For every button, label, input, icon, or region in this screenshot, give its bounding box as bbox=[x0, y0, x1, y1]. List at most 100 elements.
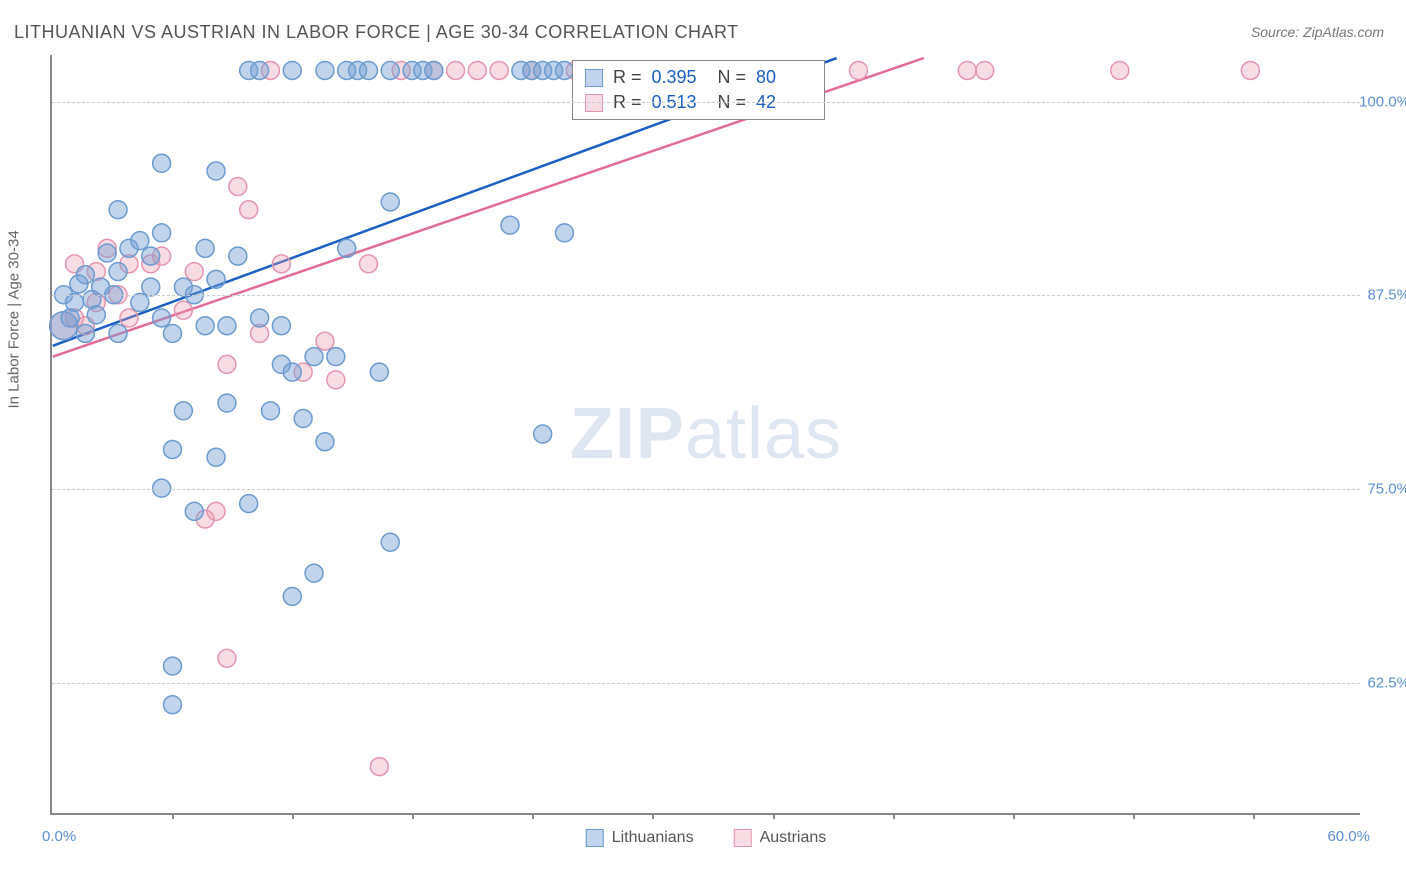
scatter-dot-lithuanian bbox=[76, 324, 94, 342]
scatter-dot-lithuanian bbox=[153, 479, 171, 497]
scatter-dot-austrian bbox=[958, 61, 976, 79]
x-axis-max-label: 60.0% bbox=[1327, 828, 1370, 845]
grid-line bbox=[52, 295, 1360, 296]
scatter-dot-lithuanian bbox=[207, 162, 225, 180]
scatter-dot-lithuanian bbox=[109, 324, 127, 342]
x-tick bbox=[1133, 813, 1135, 819]
scatter-dot-austrian bbox=[120, 309, 138, 327]
scatter-dot-lithuanian bbox=[316, 433, 334, 451]
scatter-plot-svg bbox=[52, 55, 1360, 813]
scatter-dot-lithuanian bbox=[251, 309, 269, 327]
scatter-dot-austrian bbox=[1241, 61, 1259, 79]
legend: Lithuanians Austrians bbox=[586, 829, 827, 847]
scatter-dot-lithuanian bbox=[109, 263, 127, 281]
scatter-dot-lithuanian bbox=[207, 448, 225, 466]
stat-n-label: N = bbox=[718, 67, 747, 88]
scatter-dot-lithuanian bbox=[164, 440, 182, 458]
chart-title: LITHUANIAN VS AUSTRIAN IN LABOR FORCE | … bbox=[14, 22, 739, 43]
scatter-dot-lithuanian bbox=[98, 244, 116, 262]
x-tick bbox=[1013, 813, 1015, 819]
scatter-dot-lithuanian bbox=[164, 324, 182, 342]
scatter-dot-lithuanian bbox=[316, 61, 334, 79]
scatter-dot-lithuanian bbox=[381, 533, 399, 551]
scatter-dot-austrian bbox=[207, 502, 225, 520]
scatter-dot-lithuanian bbox=[381, 193, 399, 211]
scatter-dot-lithuanian bbox=[174, 402, 192, 420]
scatter-dot-austrian bbox=[327, 371, 345, 389]
scatter-dot-lithuanian bbox=[359, 61, 377, 79]
scatter-dot-lithuanian bbox=[218, 394, 236, 412]
x-tick bbox=[1253, 813, 1255, 819]
y-axis-label: In Labor Force | Age 30-34 bbox=[6, 230, 23, 408]
stat-n-value: 80 bbox=[756, 67, 812, 88]
scatter-dot-lithuanian bbox=[425, 61, 443, 79]
scatter-dot-lithuanian bbox=[109, 201, 127, 219]
scatter-dot-austrian bbox=[174, 301, 192, 319]
legend-label: Lithuanians bbox=[612, 829, 694, 847]
scatter-dot-lithuanian bbox=[272, 317, 290, 335]
scatter-dot-austrian bbox=[976, 61, 994, 79]
x-tick bbox=[893, 813, 895, 819]
legend-item-lithuanians: Lithuanians bbox=[586, 829, 694, 847]
scatter-dot-lithuanian bbox=[153, 224, 171, 242]
scatter-dot-lithuanian bbox=[283, 363, 301, 381]
scatter-dot-lithuanian bbox=[153, 154, 171, 172]
scatter-dot-austrian bbox=[229, 178, 247, 196]
legend-item-austrians: Austrians bbox=[734, 829, 827, 847]
scatter-dot-austrian bbox=[272, 255, 290, 273]
scatter-dot-austrian bbox=[218, 355, 236, 373]
scatter-dot-lithuanian bbox=[305, 564, 323, 582]
scatter-dot-lithuanian bbox=[164, 657, 182, 675]
scatter-dot-lithuanian bbox=[142, 247, 160, 265]
scatter-dot-lithuanian bbox=[370, 363, 388, 381]
scatter-dot-lithuanian bbox=[381, 61, 399, 79]
scatter-dot-lithuanian bbox=[196, 317, 214, 335]
scatter-dot-lithuanian bbox=[76, 266, 94, 284]
scatter-dot-austrian bbox=[849, 61, 867, 79]
stats-row-lithuanians: R = 0.395 N = 80 bbox=[585, 65, 812, 90]
scatter-dot-austrian bbox=[370, 758, 388, 776]
scatter-dot-lithuanian bbox=[501, 216, 519, 234]
scatter-dot-lithuanian bbox=[131, 232, 149, 250]
scatter-dot-austrian bbox=[316, 332, 334, 350]
y-tick-label: 87.5% bbox=[1350, 287, 1406, 304]
x-tick bbox=[773, 813, 775, 819]
scatter-dot-lithuanian bbox=[142, 278, 160, 296]
scatter-dot-austrian bbox=[359, 255, 377, 273]
scatter-dot-lithuanian bbox=[229, 247, 247, 265]
y-tick-label: 62.5% bbox=[1350, 675, 1406, 692]
x-tick bbox=[172, 813, 174, 819]
scatter-dot-austrian bbox=[218, 649, 236, 667]
swatch-blue-icon bbox=[585, 69, 603, 87]
swatch-blue-icon bbox=[586, 829, 604, 847]
scatter-dot-lithuanian bbox=[555, 61, 573, 79]
scatter-dot-austrian bbox=[447, 61, 465, 79]
stat-r-value: 0.395 bbox=[652, 67, 708, 88]
scatter-dot-lithuanian bbox=[555, 224, 573, 242]
x-tick bbox=[292, 813, 294, 819]
scatter-dot-austrian bbox=[240, 201, 258, 219]
scatter-dot-lithuanian bbox=[153, 309, 171, 327]
scatter-dot-lithuanian bbox=[196, 239, 214, 257]
grid-line bbox=[52, 683, 1360, 684]
chart-plot-area: ZIPatlas R = 0.395 N = 80 R = 0.513 N = … bbox=[50, 55, 1360, 815]
x-tick bbox=[532, 813, 534, 819]
scatter-dot-lithuanian bbox=[534, 425, 552, 443]
x-axis-min-label: 0.0% bbox=[42, 828, 76, 845]
scatter-dot-austrian bbox=[490, 61, 508, 79]
x-tick bbox=[652, 813, 654, 819]
y-tick-label: 100.0% bbox=[1350, 93, 1406, 110]
stat-r-label: R = bbox=[613, 67, 642, 88]
correlation-stats-box: R = 0.395 N = 80 R = 0.513 N = 42 bbox=[572, 60, 825, 120]
grid-line bbox=[52, 102, 1360, 103]
scatter-dot-austrian bbox=[1111, 61, 1129, 79]
scatter-dot-lithuanian bbox=[305, 348, 323, 366]
scatter-dot-lithuanian bbox=[218, 317, 236, 335]
scatter-dot-lithuanian bbox=[294, 410, 312, 428]
y-tick-label: 75.0% bbox=[1350, 481, 1406, 498]
scatter-dot-lithuanian bbox=[164, 696, 182, 714]
scatter-dot-austrian bbox=[185, 263, 203, 281]
scatter-dot-lithuanian bbox=[240, 495, 258, 513]
scatter-dot-lithuanian bbox=[338, 239, 356, 257]
scatter-dot-austrian bbox=[468, 61, 486, 79]
